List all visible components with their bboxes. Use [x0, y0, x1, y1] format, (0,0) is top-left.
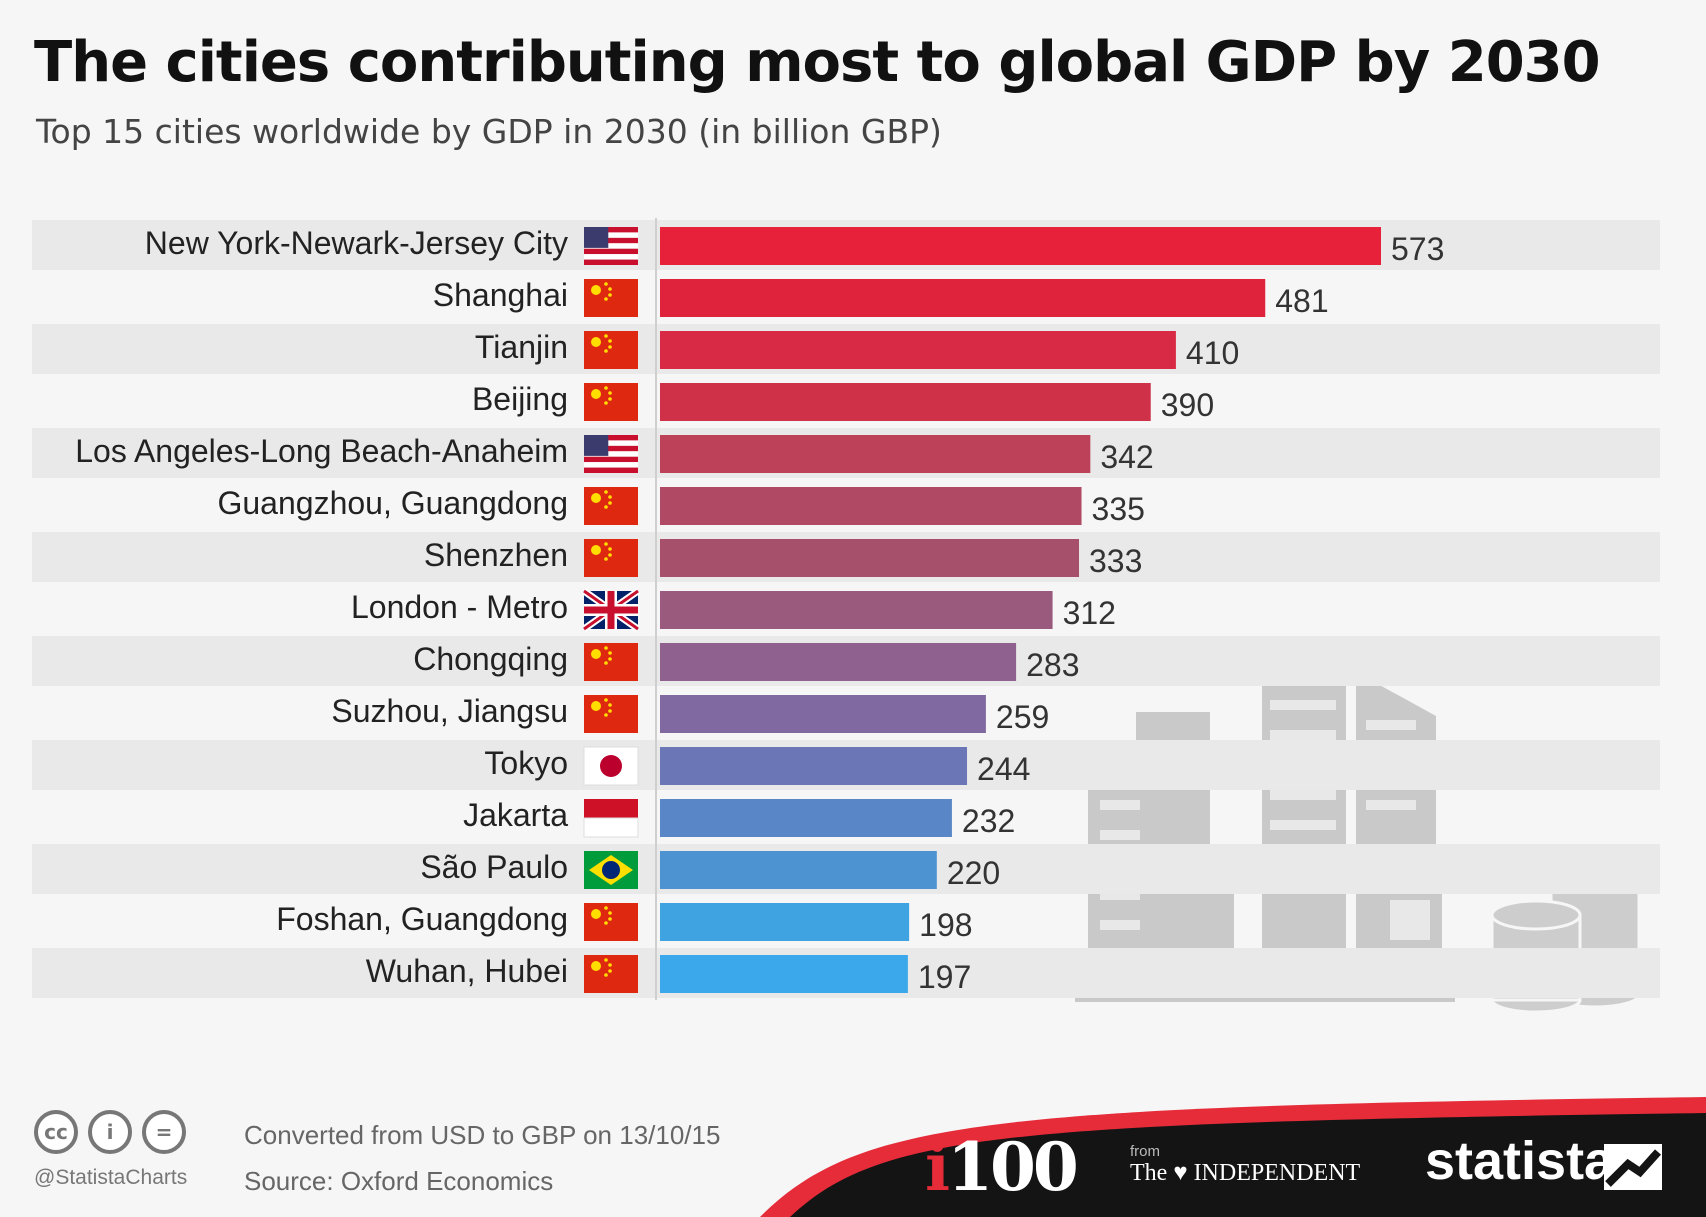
value-label: 244	[977, 751, 1030, 787]
i100-logo: i100	[925, 1128, 1079, 1206]
value-label: 481	[1275, 283, 1328, 319]
china-flag-icon	[584, 643, 638, 681]
gdp-bar	[660, 279, 1266, 317]
china-flag-icon	[584, 955, 638, 993]
gdp-bar	[660, 955, 908, 993]
chart-row: Shenzhen 333	[32, 532, 1660, 582]
chart-subtitle: Top 15 cities worldwide by GDP in 2030 (…	[36, 112, 942, 151]
city-label: London - Metro	[351, 589, 568, 625]
creative-commons-icon: cc	[34, 1110, 78, 1154]
value-label: 335	[1092, 491, 1145, 527]
china-flag-icon	[584, 487, 638, 525]
japan-flag-icon	[583, 746, 639, 786]
gdp-bar	[660, 695, 986, 733]
source-note: Source: Oxford Economics	[244, 1166, 554, 1196]
city-label: Shenzhen	[424, 537, 568, 573]
china-flag-icon	[584, 331, 638, 369]
gdp-bar	[660, 799, 952, 837]
chart-row: New York-Newark-Jersey City 573	[32, 220, 1660, 270]
gdp-bar	[660, 903, 910, 941]
us-flag-icon	[584, 435, 638, 473]
chart-title: The cities contributing most to global G…	[34, 30, 1601, 95]
city-label: Shanghai	[433, 277, 568, 313]
from-label: from	[1130, 1143, 1160, 1160]
gdp-bar	[660, 643, 1017, 681]
city-label: São Paulo	[420, 849, 568, 885]
chart-row: Suzhou, Jiangsu 259	[331, 693, 1049, 735]
statista-handle: @StatistaCharts	[34, 1166, 188, 1189]
indonesia-flag-icon	[583, 799, 639, 838]
chart-row: Wuhan, Hubei 197	[32, 948, 1660, 998]
value-label: 232	[962, 803, 1015, 839]
value-label: 197	[918, 959, 971, 995]
value-label: 390	[1161, 387, 1214, 423]
value-label: 342	[1100, 439, 1153, 475]
chart-row: Jakarta 232	[463, 797, 1015, 839]
brazil-flag-icon	[584, 851, 638, 889]
us-flag-icon	[584, 227, 638, 265]
city-label: Guangzhou, Guangdong	[217, 485, 568, 521]
value-label: 198	[919, 907, 972, 943]
chart-row: São Paulo 220	[32, 844, 1660, 894]
chart-row: Shanghai 481	[433, 277, 1329, 319]
city-label: New York-Newark-Jersey City	[145, 225, 568, 261]
chart-row: London - Metro 312	[351, 588, 1116, 632]
value-label: 333	[1089, 543, 1142, 579]
value-label: 283	[1026, 647, 1079, 683]
chart-row: Guangzhou, Guangdong 335	[217, 485, 1144, 527]
city-label: Tianjin	[475, 329, 568, 365]
china-flag-icon	[584, 279, 638, 317]
footnotes: Converted from USD to GBP on 13/10/15 So…	[244, 1112, 720, 1204]
no-derivatives-icon: =	[142, 1110, 186, 1154]
gdp-bar	[660, 435, 1091, 473]
chart-row: Beijing 390	[472, 381, 1214, 423]
gdp-bar	[660, 591, 1053, 629]
independent-logo: The ♥ INDEPENDENT	[1130, 1160, 1361, 1186]
china-flag-icon	[584, 383, 638, 421]
bar-chart: New York-Newark-Jersey City 573 Shanghai 48…	[32, 218, 1660, 1014]
city-label: Beijing	[472, 381, 568, 417]
license-block: cc i = @StatistaCharts	[34, 1110, 187, 1190]
chart-row: Tokyo 244	[32, 740, 1660, 790]
conversion-note: Converted from USD to GBP on 13/10/15	[244, 1120, 721, 1150]
city-label: Tokyo	[484, 745, 568, 781]
city-label: Los Angeles-Long Beach-Anaheim	[75, 433, 568, 469]
china-flag-icon	[584, 903, 638, 941]
value-label: 312	[1063, 595, 1116, 631]
value-label: 220	[947, 855, 1000, 891]
city-label: Chongqing	[413, 641, 568, 677]
gdp-bar	[660, 331, 1176, 369]
city-label: Foshan, Guangdong	[276, 901, 568, 937]
brand-banner	[760, 1097, 1706, 1217]
chart-row: Chongqing 283	[32, 636, 1660, 686]
statista-mark-icon	[1604, 1144, 1662, 1190]
city-label: Suzhou, Jiangsu	[331, 693, 568, 729]
city-label: Wuhan, Hubei	[366, 953, 568, 989]
value-label: 410	[1186, 335, 1239, 371]
chart-row: Foshan, Guangdong 198	[276, 901, 972, 943]
chart-row: Tianjin 410	[32, 324, 1660, 374]
city-skyline-illustration	[1075, 636, 1455, 1002]
gdp-bar	[660, 539, 1080, 577]
attribution-icon: i	[88, 1110, 132, 1154]
gdp-bar	[660, 747, 968, 785]
gdp-bar	[660, 227, 1381, 265]
chart-row: Los Angeles-Long Beach-Anaheim 342	[32, 428, 1660, 478]
value-label: 259	[996, 699, 1049, 735]
value-label: 573	[1391, 231, 1444, 267]
uk-flag-icon	[581, 588, 641, 632]
city-label: Jakarta	[463, 797, 568, 833]
gdp-bar	[660, 383, 1151, 421]
china-flag-icon	[584, 539, 638, 577]
china-flag-icon	[584, 695, 638, 733]
gdp-bar	[660, 851, 937, 889]
statista-logo: statista	[1425, 1131, 1615, 1191]
gdp-bar	[660, 487, 1082, 525]
